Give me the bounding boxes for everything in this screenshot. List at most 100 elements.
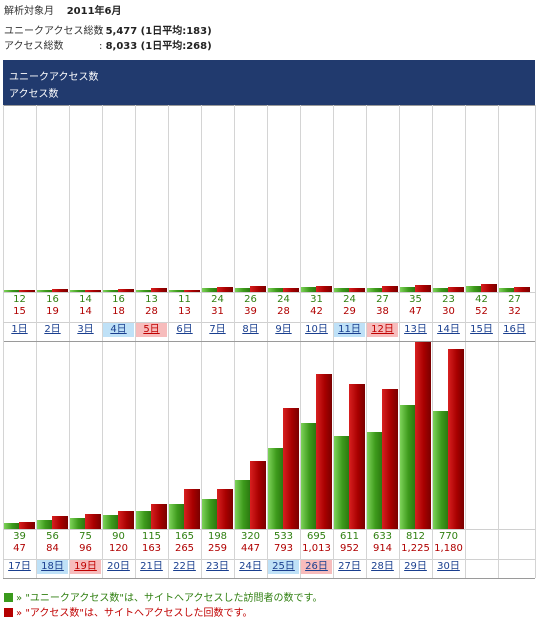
day-link[interactable]: 19日	[70, 560, 101, 574]
access-bar	[250, 461, 266, 529]
unique-value-label: 633	[372, 531, 393, 542]
column-divider	[432, 342, 433, 578]
access-value-label: 38	[376, 306, 389, 317]
access-bar	[382, 286, 398, 292]
footnote-access-arrow: »	[16, 608, 23, 619]
day-link[interactable]: 12日	[367, 323, 398, 337]
day-link[interactable]: 24日	[239, 561, 262, 572]
unique-bar	[37, 290, 52, 292]
column-divider	[333, 342, 334, 578]
day-link[interactable]: 1日	[11, 324, 28, 335]
period-row: 解析対象月 2011年6月	[4, 2, 122, 17]
access-value-label: 1,225	[401, 543, 430, 554]
access-value-label: 259	[207, 543, 228, 554]
day-link[interactable]: 4日	[103, 323, 134, 337]
day-link[interactable]: 22日	[173, 561, 196, 572]
access-value-label: 15	[13, 306, 26, 317]
day-link[interactable]: 6日	[176, 324, 193, 335]
day-link[interactable]: 2日	[44, 324, 61, 335]
chart-top-line	[3, 105, 535, 106]
unique-bar	[499, 288, 514, 292]
period-value: 2011年6月	[66, 6, 122, 17]
access-bar	[316, 374, 332, 529]
access-value-label: 84	[46, 543, 59, 554]
unique-bar	[202, 499, 217, 529]
day-link[interactable]: 28日	[371, 561, 394, 572]
day-link[interactable]: 20日	[107, 561, 130, 572]
unique-bar	[70, 290, 85, 292]
unique-value-label: 11	[178, 294, 191, 305]
unique-bar	[103, 515, 118, 529]
summary-unique-label: ユニークアクセス総数	[4, 26, 104, 37]
unique-bar	[136, 511, 151, 529]
day-link[interactable]: 29日	[404, 561, 427, 572]
day-link[interactable]: 21日	[140, 561, 163, 572]
unique-bar	[433, 411, 448, 529]
day-link[interactable]: 14日	[437, 324, 460, 335]
footnote-access-text: は、サイトへアクセスした回数です。	[84, 608, 253, 619]
day-link[interactable]: 16日	[503, 324, 526, 335]
day-link[interactable]: 8日	[242, 324, 259, 335]
summary-access-label: アクセス総数	[4, 41, 64, 52]
footnote-unique-text: は、サイトへアクセスした訪問者の数です。	[124, 593, 323, 604]
unique-value-label: 533	[273, 531, 294, 542]
panel-baseline	[3, 292, 535, 293]
unique-value-label: 13	[145, 294, 158, 305]
day-link[interactable]: 26日	[301, 560, 332, 574]
column-divider	[366, 105, 367, 341]
day-link[interactable]: 11日	[334, 323, 365, 337]
column-divider	[399, 105, 400, 341]
column-divider	[69, 105, 70, 341]
unique-value-label: 27	[376, 294, 389, 305]
access-bar	[184, 290, 200, 292]
day-link[interactable]: 9日	[275, 324, 292, 335]
unique-value-label: 115	[141, 531, 162, 542]
day-link[interactable]: 27日	[338, 561, 361, 572]
access-bar	[217, 287, 233, 292]
day-link[interactable]: 10日	[305, 324, 328, 335]
unique-value-label: 75	[79, 531, 92, 542]
unique-value-label: 23	[442, 294, 455, 305]
unique-value-label: 198	[207, 531, 228, 542]
unique-value-label: 611	[339, 531, 360, 542]
access-bar	[349, 384, 365, 529]
day-link[interactable]: 30日	[437, 561, 460, 572]
column-divider	[432, 105, 433, 341]
access-bar	[118, 511, 134, 529]
column-divider	[36, 105, 37, 341]
unique-bar	[301, 423, 316, 529]
day-link[interactable]: 7日	[209, 324, 226, 335]
panel-day-row-top	[3, 322, 535, 323]
day-link[interactable]: 5日	[136, 323, 167, 337]
day-link[interactable]: 13日	[404, 324, 427, 335]
footnote-unique-name: "ユニークアクセス数"	[25, 593, 125, 604]
day-link[interactable]: 25日	[268, 560, 299, 574]
access-bar	[283, 288, 299, 292]
day-link[interactable]: 23日	[206, 561, 229, 572]
access-value-label: 163	[141, 543, 162, 554]
footnote-access-name: "アクセス数"	[25, 608, 85, 619]
unique-bar	[235, 480, 250, 529]
column-divider	[267, 105, 268, 341]
unique-value-label: 39	[13, 531, 26, 542]
unique-bar	[169, 504, 184, 529]
unique-value-label: 90	[112, 531, 125, 542]
unique-value-label: 24	[277, 294, 290, 305]
column-divider	[135, 105, 136, 341]
access-bar	[481, 284, 497, 292]
column-divider	[465, 342, 466, 578]
unique-bar	[268, 448, 283, 529]
day-link[interactable]: 18日	[37, 560, 68, 574]
unique-bar	[235, 288, 250, 292]
day-link[interactable]: 15日	[470, 324, 493, 335]
access-bar	[19, 522, 35, 529]
access-value-label: 793	[273, 543, 294, 554]
access-value-label: 18	[112, 306, 125, 317]
unique-value-label: 24	[211, 294, 224, 305]
access-value-label: 120	[108, 543, 129, 554]
unique-bar	[433, 288, 448, 292]
day-link[interactable]: 17日	[8, 561, 31, 572]
day-link[interactable]: 3日	[77, 324, 94, 335]
red-square-icon	[4, 608, 13, 617]
chart-separator-line	[3, 341, 535, 342]
